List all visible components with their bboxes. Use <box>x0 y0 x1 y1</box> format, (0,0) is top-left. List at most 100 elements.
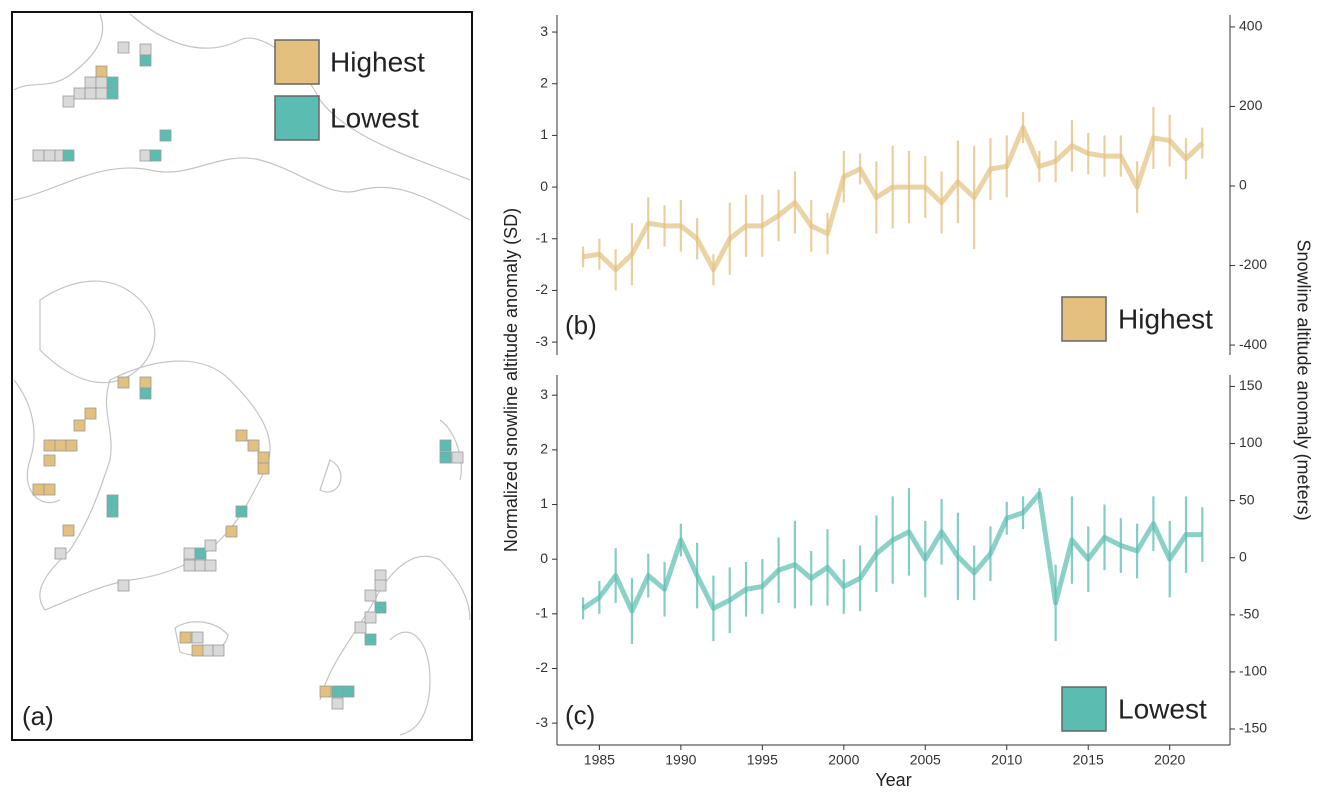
coast <box>13 379 61 504</box>
map-cell <box>62 95 75 108</box>
map-cell <box>201 644 214 657</box>
y2-tick-label: -50 <box>1239 606 1259 622</box>
map-cell <box>354 621 367 634</box>
map-cell <box>319 685 332 698</box>
legend-swatch <box>1061 686 1107 732</box>
map-cell <box>235 429 248 442</box>
y-tick-label: -1 <box>536 229 549 245</box>
map-cell <box>84 76 97 89</box>
x-tick-label: 2010 <box>991 752 1022 768</box>
map-cell <box>73 87 86 100</box>
map-cell <box>106 87 119 100</box>
map-cell <box>117 41 130 54</box>
map-cell <box>364 589 377 602</box>
coast <box>319 459 342 493</box>
map-cell <box>117 579 130 592</box>
y2-tick-label: 200 <box>1239 97 1263 113</box>
map-cell <box>149 149 162 162</box>
map-cell <box>374 579 387 592</box>
y-tick-label: -3 <box>536 714 549 730</box>
y-tick-label: -1 <box>536 605 549 621</box>
map-cell <box>159 129 172 142</box>
mean-line <box>582 125 1205 273</box>
map-cell <box>95 76 108 89</box>
map-cell <box>194 559 207 572</box>
y-tick-label: -2 <box>536 659 549 675</box>
map-cell <box>235 505 248 518</box>
y2-tick-label: -200 <box>1239 256 1267 272</box>
coast <box>39 280 156 384</box>
y-tick-label: 0 <box>540 178 548 194</box>
map-cell <box>204 539 217 552</box>
legend-label: Highest <box>1118 303 1213 334</box>
y2-tick-label: -400 <box>1239 336 1267 352</box>
y2-axis-title: Snowline altitude anomaly (meters) <box>1293 239 1313 520</box>
map-cell <box>139 376 152 389</box>
map-cell <box>179 631 192 644</box>
x-tick-label: 1985 <box>584 752 615 768</box>
map-cell <box>106 494 119 507</box>
map-cell <box>32 149 45 162</box>
y-tick-label: 0 <box>540 550 548 566</box>
map-cell <box>43 454 56 467</box>
map-cell <box>84 407 97 420</box>
y-tick-label: -3 <box>536 333 549 349</box>
map-cell <box>54 439 67 452</box>
panel-label: (c) <box>565 700 595 730</box>
legend-label: Lowest <box>330 102 419 133</box>
map-cell <box>32 483 45 496</box>
x-axis-title: Year <box>875 770 911 787</box>
map-cell <box>225 525 238 538</box>
y2-tick-label: 100 <box>1239 434 1263 450</box>
y-tick-label: 1 <box>540 495 548 511</box>
legend-label: Lowest <box>1118 693 1207 724</box>
map-cell <box>257 462 270 475</box>
map-cell <box>374 569 387 582</box>
map-cell <box>139 387 152 400</box>
y-tick-label: 2 <box>540 74 548 90</box>
map-cell <box>331 685 344 698</box>
map-frame <box>11 11 473 741</box>
y2-tick-label: 150 <box>1239 377 1263 393</box>
coast <box>13 157 471 221</box>
y-tick-label: 2 <box>540 441 548 457</box>
coast <box>13 13 104 91</box>
map-cell <box>331 697 344 710</box>
coast <box>439 419 462 481</box>
map-cell <box>62 149 75 162</box>
x-tick-label: 2020 <box>1154 752 1185 768</box>
map-cell <box>191 631 204 644</box>
map-cell <box>451 451 464 464</box>
coastlines <box>13 13 471 736</box>
map-cell <box>439 451 452 464</box>
coast <box>389 631 431 736</box>
y2-tick-label: -100 <box>1239 663 1267 679</box>
panel-label: (b) <box>565 310 597 340</box>
legend-swatch <box>1061 296 1107 342</box>
x-tick-label: 1995 <box>747 752 778 768</box>
map-cell <box>139 43 152 56</box>
map-cell <box>95 87 108 100</box>
map-cell <box>364 633 377 646</box>
map-cell <box>106 76 119 89</box>
map-cell <box>43 149 56 162</box>
legend-swatch <box>274 39 320 85</box>
map-cell <box>212 644 225 657</box>
legend-label: Highest <box>330 46 425 77</box>
y2-tick-label: 50 <box>1239 491 1255 507</box>
map-cell <box>43 483 56 496</box>
panel-label: (a) <box>22 701 54 731</box>
map-cell <box>364 611 377 624</box>
map-cell <box>139 54 152 67</box>
map-cell <box>191 644 204 657</box>
y-axis-title: Normalized snowline altitude anomaly (SD… <box>501 208 521 552</box>
map-cell <box>139 149 152 162</box>
map-cell <box>62 524 75 537</box>
map-cell <box>183 559 196 572</box>
y2-tick-label: -150 <box>1239 720 1267 736</box>
y-tick-label: 3 <box>540 23 548 39</box>
y2-tick-label: 0 <box>1239 548 1247 564</box>
map-panel: (a) Highest Lowest <box>11 11 473 741</box>
y2-tick-label: 0 <box>1239 177 1247 193</box>
